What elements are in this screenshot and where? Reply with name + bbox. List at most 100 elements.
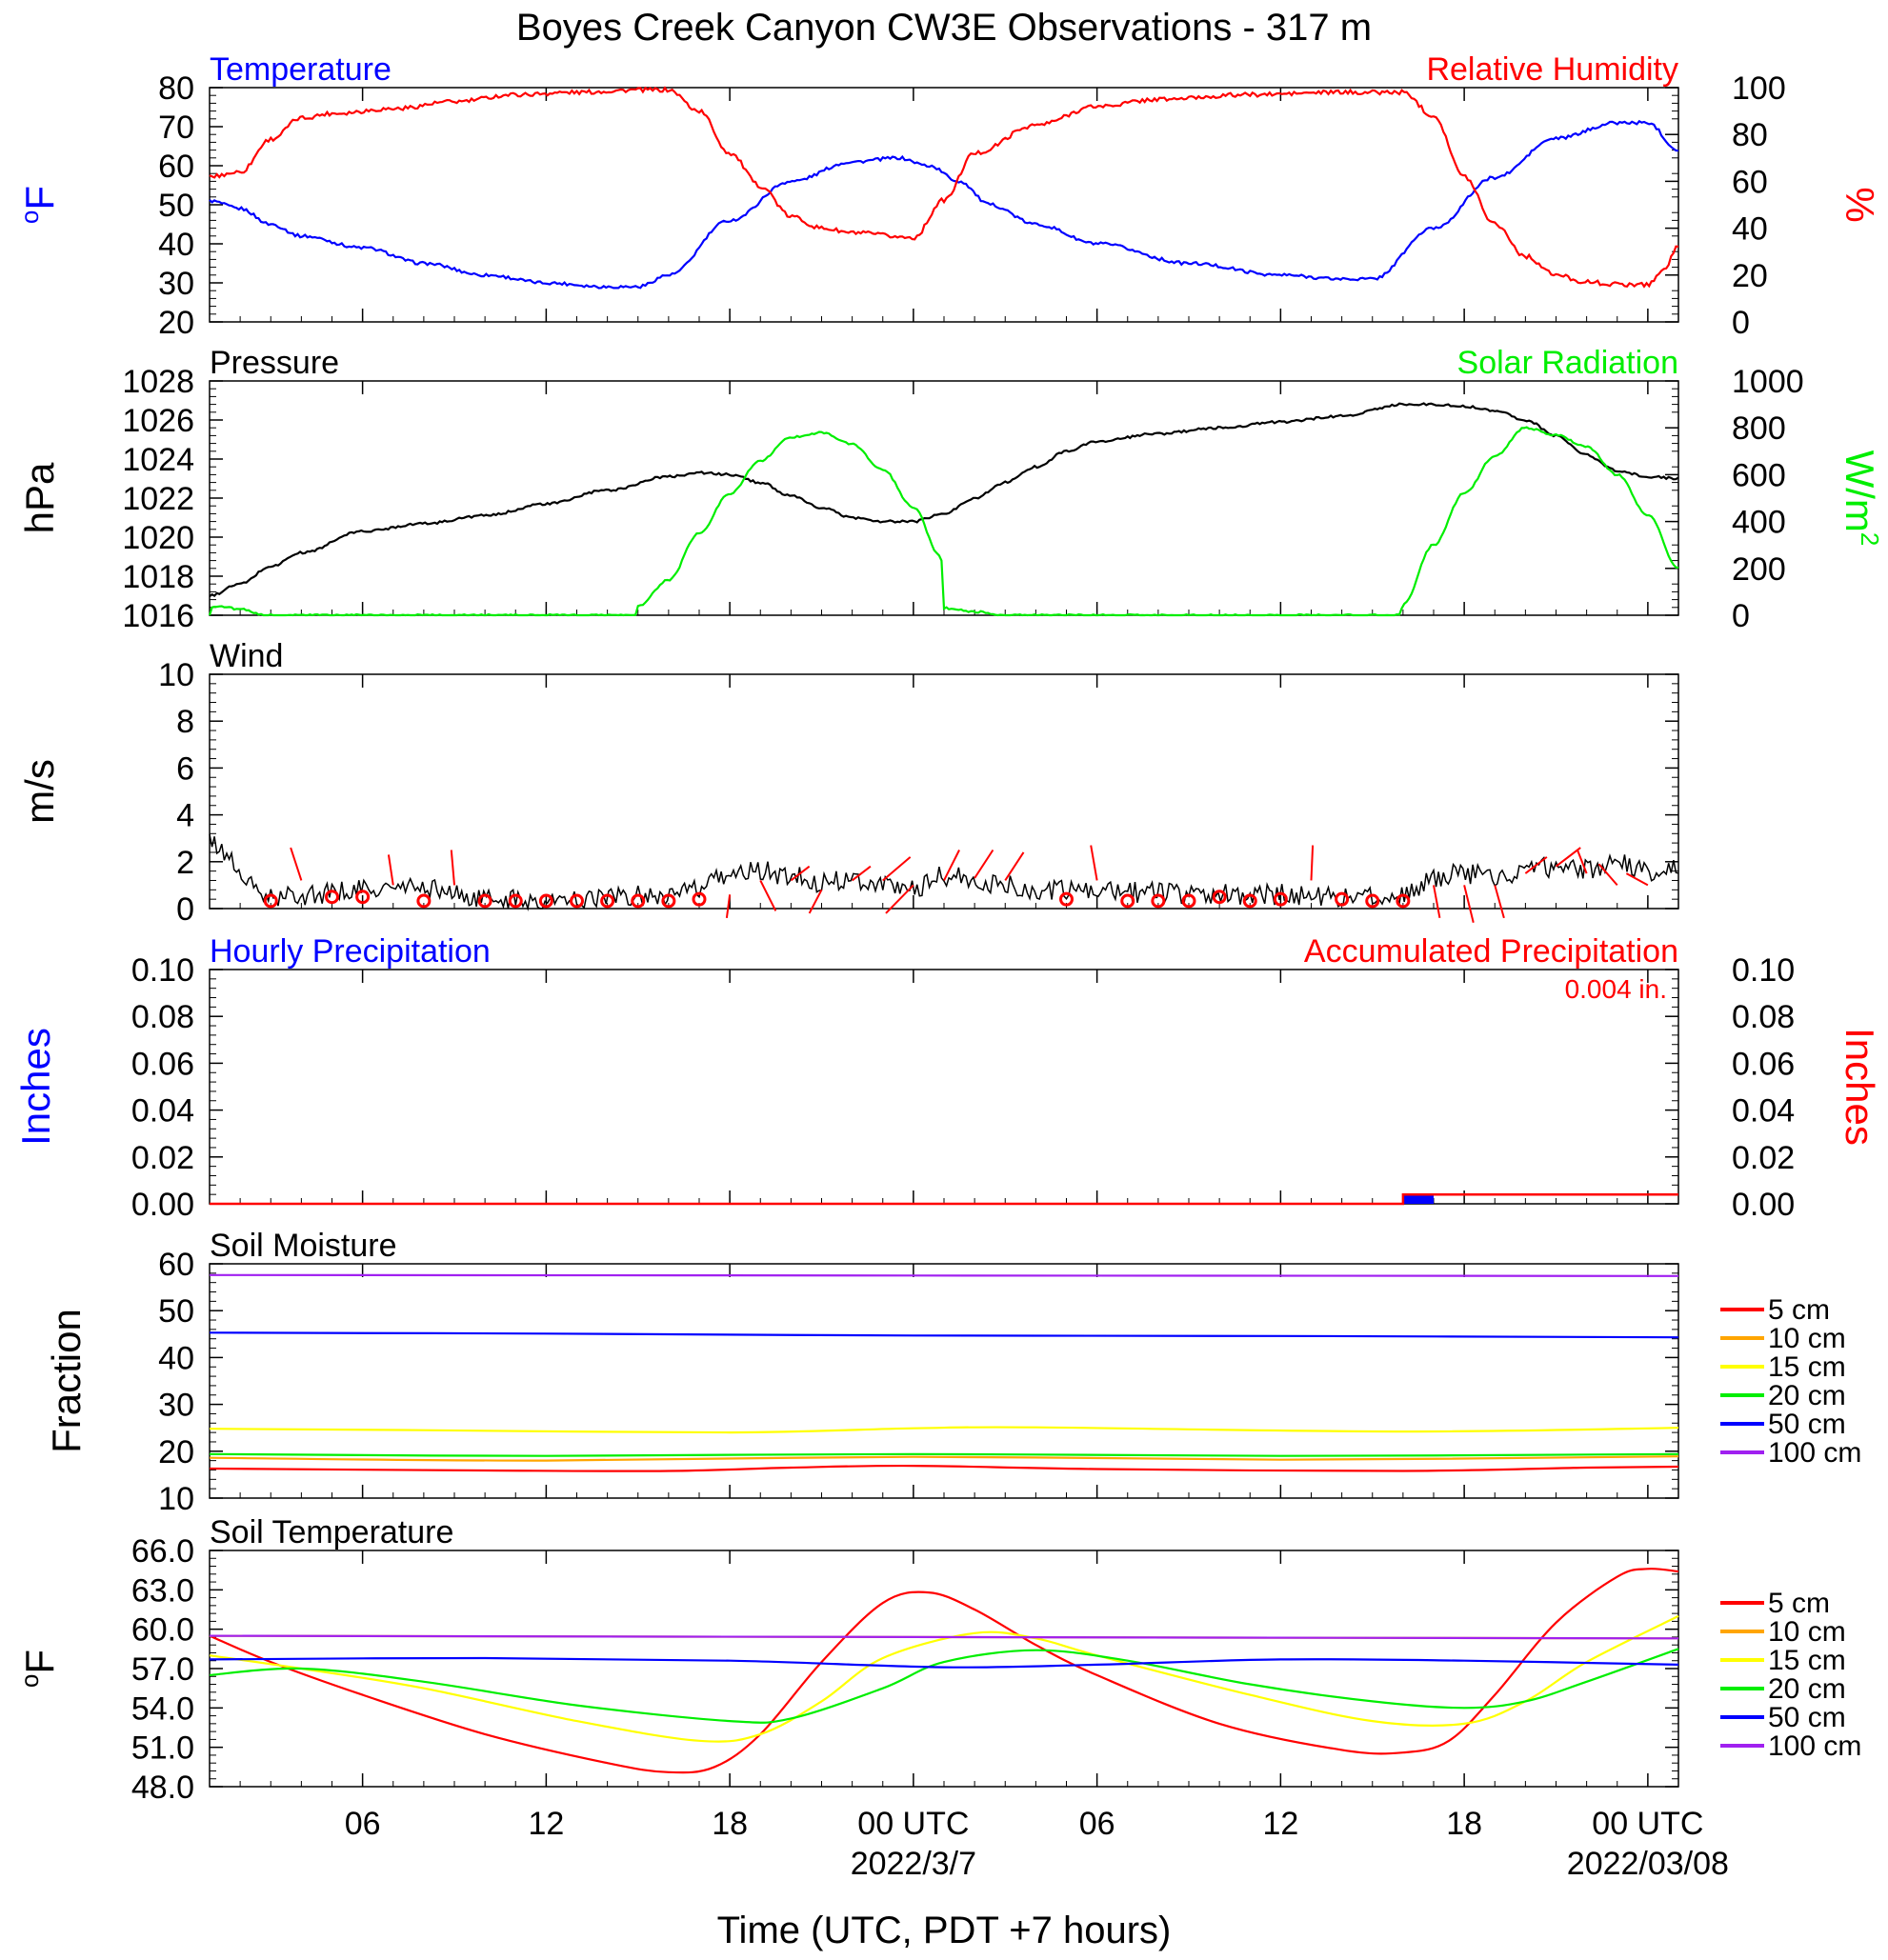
y-tick-label: 20 (158, 1434, 194, 1470)
wind-barb-calm (661, 893, 676, 909)
x-tick-label: 06 (345, 1806, 381, 1842)
wind-barb (450, 850, 455, 886)
y-tick-label: 50 (158, 188, 194, 224)
x-tick-label: 12 (1262, 1806, 1298, 1842)
wind-barb (1310, 845, 1315, 881)
y-axis-label-left: oF (15, 186, 62, 224)
y-right-tick-label: 20 (1732, 258, 1768, 294)
wind-barb-calm (477, 893, 492, 909)
wind-barb-calm (325, 890, 339, 905)
series-line-50 cm (209, 1331, 1679, 1339)
unit-f: F (17, 1650, 62, 1674)
x-tick-label: 00 UTC (857, 1806, 969, 1842)
legend-entry: 10 cm (1768, 1616, 1846, 1648)
x-tick-label: 12 (528, 1806, 564, 1842)
panel-title-right: Accumulated Precipitation (1304, 933, 1678, 970)
y-right-tick-label: 0.00 (1732, 1187, 1795, 1223)
y-tick-label: 2 (176, 845, 194, 881)
wind-barb-calm (1273, 891, 1288, 907)
y-tick-label: 0.06 (131, 1046, 194, 1082)
x-tick-date: 2022/3/7 (851, 1846, 976, 1882)
panel-soil_temp: 48.051.054.057.060.063.066.0 Soil Tempera… (15, 1514, 1861, 1806)
legend-entry: 50 cm (1768, 1409, 1846, 1440)
wind-barb (1090, 845, 1098, 881)
series-line-5 cm (209, 1464, 1679, 1472)
legend-entry: 20 cm (1768, 1673, 1846, 1705)
y-right-tick-label: 200 (1732, 551, 1786, 588)
panel-title-left: Soil Temperature (210, 1514, 453, 1550)
wind-barb-calm (1120, 893, 1135, 909)
y-right-tick-label: 1000 (1732, 364, 1804, 400)
legend-entry: 10 cm (1768, 1323, 1846, 1354)
series-line-20 cm (209, 1648, 1679, 1724)
y-right-tick-label: 0.08 (1732, 999, 1795, 1035)
y-right-tick-label: 800 (1732, 410, 1786, 447)
wind-barb (387, 854, 394, 886)
series-line-1 (208, 426, 1679, 617)
wind-barb (1625, 872, 1649, 887)
y-axis-label-right: Inches (1838, 1028, 1882, 1146)
series-line-0 (209, 402, 1679, 597)
y-tick-label: 0.00 (131, 1187, 194, 1223)
legend-entry: 20 cm (1768, 1380, 1846, 1411)
y-right-tick-label: 60 (1732, 164, 1768, 200)
y-tick-label: 50 (158, 1293, 194, 1330)
wind-barb (1555, 847, 1581, 868)
wind-barb (943, 850, 960, 881)
y-tick-label: 40 (158, 1340, 194, 1376)
wind-barb-calm (1335, 891, 1350, 907)
page-title: Boyes Creek Canyon CW3E Observations - 3… (516, 7, 1372, 49)
y-axis-label-left: oF (15, 1650, 62, 1688)
x-tick-label: 18 (712, 1806, 748, 1842)
y-tick-label: 66.0 (131, 1533, 194, 1570)
wind-barb (1577, 850, 1588, 874)
y-right-tick-label: 0.02 (1732, 1140, 1795, 1176)
wind-barb (790, 865, 811, 882)
y-axis-label-left: Inches (13, 1028, 58, 1146)
y-tick-label: 1016 (122, 598, 194, 634)
wind-barb-calm (538, 893, 553, 909)
series-line-100 cm (209, 1273, 1679, 1277)
wind-barb-calm (1151, 893, 1166, 909)
y-tick-label: 70 (158, 110, 194, 146)
y-tick-label: 60.0 (131, 1612, 194, 1649)
y-tick-label: 1026 (122, 403, 194, 439)
wind-barb (1004, 851, 1025, 882)
wind-barb (882, 856, 912, 882)
x-tick-label: 00 UTC (1592, 1806, 1703, 1842)
y-tick-label: 20 (158, 305, 194, 341)
wind-barb-calm (416, 893, 432, 909)
series-line-15 cm (209, 1426, 1679, 1434)
wind-barb-calm (600, 893, 615, 909)
wind-barb-calm (1242, 893, 1257, 909)
series-line-1 (209, 86, 1679, 289)
y-tick-label: 63.0 (131, 1572, 194, 1609)
wind-barb (808, 889, 823, 914)
panel-title-left: Temperature (210, 51, 392, 88)
y-tick-label: 10 (158, 1481, 194, 1517)
y-tick-label: 8 (176, 704, 194, 740)
legend-entry: 15 cm (1768, 1645, 1846, 1676)
y-right-tick-label: 100 (1732, 70, 1786, 107)
wind-barb (1463, 885, 1475, 923)
y-axis-label-right: % (1838, 187, 1882, 222)
wind-barb (974, 849, 994, 879)
legend-entry: 50 cm (1768, 1702, 1846, 1733)
y-right-tick-label: 0 (1732, 598, 1750, 634)
series-line-50 cm (209, 1656, 1679, 1669)
wind-barb-calm (1181, 893, 1196, 909)
y-tick-label: 0.04 (131, 1093, 194, 1130)
y-tick-label: 1018 (122, 559, 194, 595)
degree-superscript: o (15, 210, 44, 224)
plot-frame (209, 1263, 1679, 1499)
y-tick-label: 4 (176, 798, 194, 834)
wind-barb (759, 880, 777, 911)
wind-barb (725, 894, 732, 918)
y-tick-label: 6 (176, 750, 194, 787)
x-tick-label: 18 (1446, 1806, 1482, 1842)
y-tick-label: 80 (158, 70, 194, 107)
wind-barb (1494, 885, 1505, 919)
